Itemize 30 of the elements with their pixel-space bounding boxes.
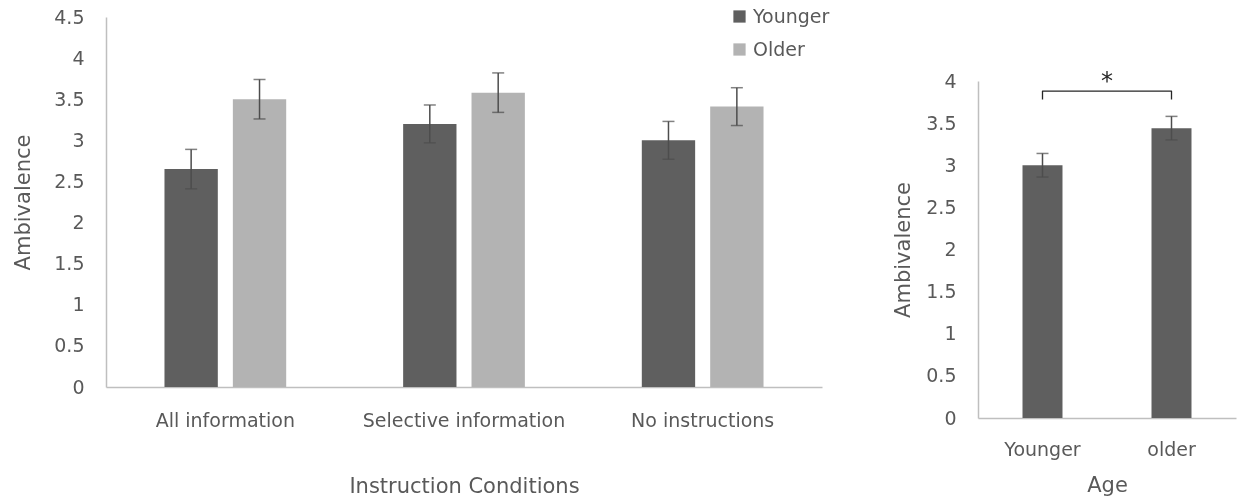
y-tick-label: 4.5 [54, 5, 85, 28]
y-tick-label: 0 [944, 406, 957, 429]
y-tick-label: 2 [72, 211, 85, 234]
y-tick-label: 0.5 [926, 364, 957, 387]
annotation: * [1101, 67, 1113, 96]
y-tick-label: 1.5 [54, 252, 85, 275]
x-axis-title: Instruction Conditions [349, 473, 580, 498]
legend-label: Older [753, 37, 805, 60]
y-axis-title: Ambivalence [891, 182, 916, 318]
y-tick-label: 0.5 [54, 334, 85, 357]
y-tick-label: 4 [72, 46, 85, 69]
y-tick-label: 2.5 [926, 195, 957, 218]
y-tick-label: 3.5 [926, 111, 957, 134]
y-tick-label: 4 [944, 69, 957, 92]
y-tick-label: 2 [944, 238, 957, 260]
y-tick-label: 2.5 [54, 169, 85, 192]
x-axis-title: Age [1087, 472, 1128, 497]
x-tick-label: All information [155, 408, 295, 431]
y-tick-label: 3 [944, 153, 957, 176]
y-tick-label: 1 [944, 322, 957, 345]
y-tick-label: 1.5 [926, 280, 957, 303]
legend-label: Younger [752, 4, 830, 27]
y-tick-label: 3.5 [54, 87, 85, 110]
y-tick-label: 0 [72, 375, 85, 398]
x-tick-label: No instructions [631, 408, 775, 431]
y-tick-label: 3 [72, 128, 85, 151]
y-tick-label: 1 [72, 293, 85, 316]
x-tick-label: Selective information [362, 408, 566, 431]
y-axis-title: Ambivalence [11, 134, 36, 271]
x-tick-label: older [1147, 437, 1196, 460]
